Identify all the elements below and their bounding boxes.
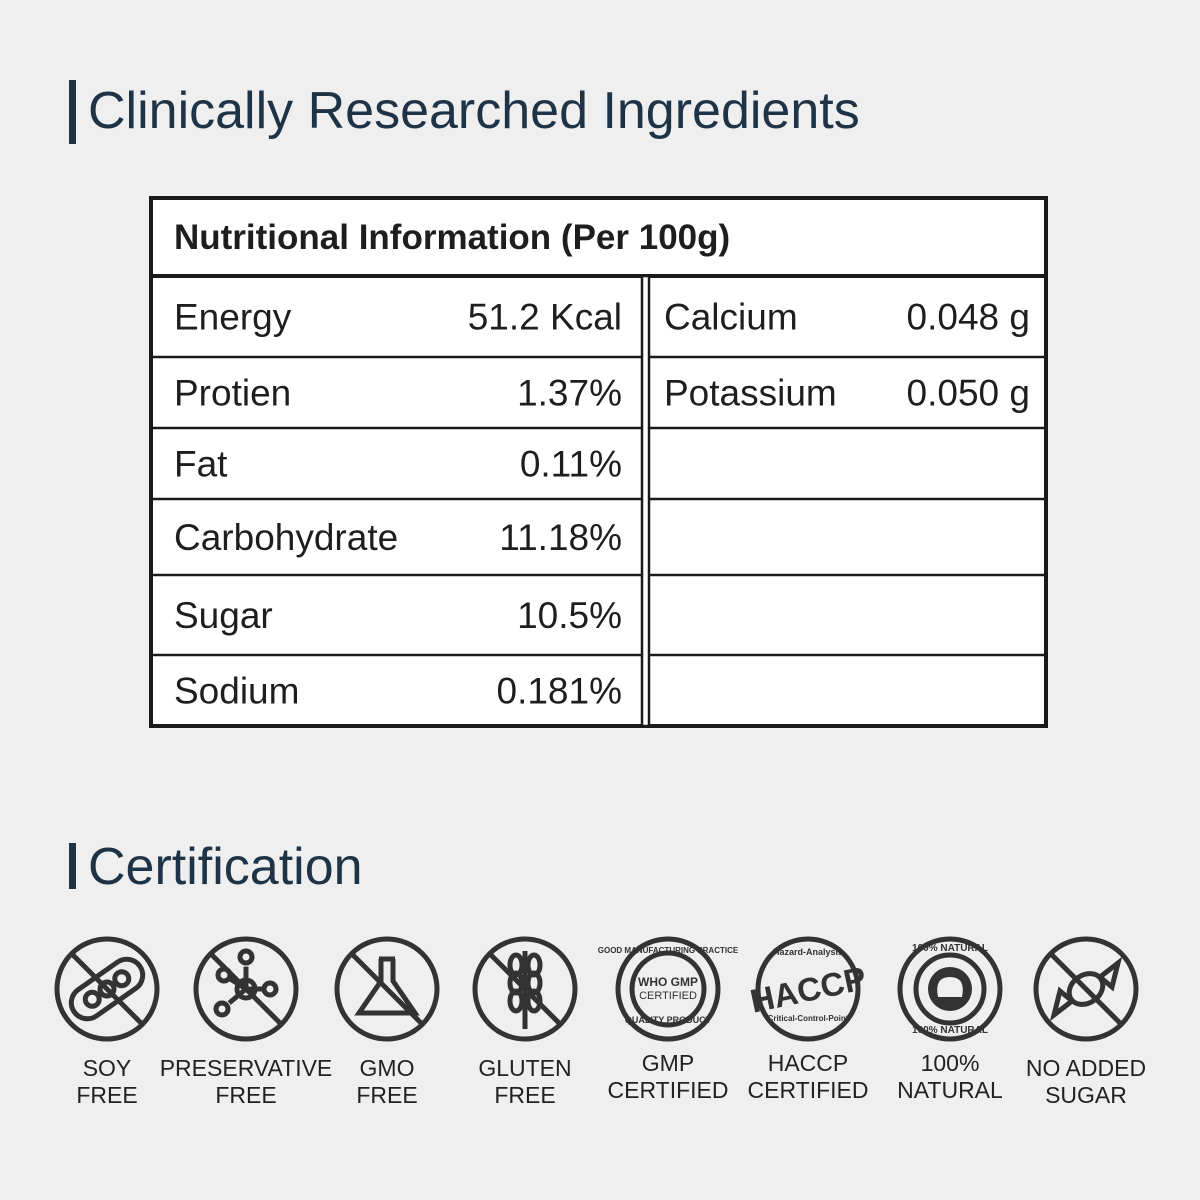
cell-value: 0.048 g <box>907 297 1030 338</box>
badge-text: Hazard-Analysis <box>773 947 843 957</box>
cert-item: 100% NATURAL 100% NATURAL 100%NATURAL <box>897 936 1003 1103</box>
icon <box>237 948 255 966</box>
cert-label: GMO <box>360 1055 415 1081</box>
cert-label: PRESERVATIVE <box>160 1055 333 1081</box>
heading: Certification <box>88 838 363 896</box>
icon-slash <box>487 951 563 1027</box>
cell-value: 1.37% <box>517 373 622 414</box>
icon-ring <box>897 936 1003 1042</box>
cell-name: Fat <box>174 444 228 485</box>
cell-name: Carbohydrate <box>174 517 398 558</box>
icon <box>354 956 420 1016</box>
icon-slash <box>1048 951 1124 1027</box>
badge-text: QUALITY PRODUCT <box>625 1015 712 1025</box>
icon <box>507 988 525 1014</box>
cell-name: Sugar <box>174 595 273 636</box>
cert-label: CERTIFIED <box>608 1077 729 1103</box>
cert-label: GLUTEN <box>478 1055 571 1081</box>
icon <box>227 987 248 1005</box>
icon-ring <box>472 936 578 1042</box>
badge-text: GOOD MANUFACTURING PRACTICE <box>598 946 739 955</box>
cert-label: HACCP <box>768 1050 849 1076</box>
table-border <box>149 196 1048 728</box>
icon <box>629 950 707 1028</box>
cert-label: SUGAR <box>1045 1082 1127 1108</box>
badge-text: WHO GMP <box>638 975 698 989</box>
icon-ring <box>1033 936 1139 1042</box>
cert-label: FREE <box>356 1082 417 1108</box>
cert-label: FREE <box>215 1082 276 1108</box>
icon <box>97 979 117 999</box>
cert-label: NATURAL <box>897 1077 1003 1103</box>
icon <box>112 969 132 989</box>
heading: Clinically Researched Ingredients <box>88 82 860 140</box>
cell-name: Potassium <box>664 373 837 414</box>
heading-bar <box>69 80 76 144</box>
cell-name: Energy <box>174 297 292 338</box>
cell-value: 0.181% <box>497 671 623 712</box>
icon <box>1049 956 1123 1022</box>
cert-label: FREE <box>494 1082 555 1108</box>
divider <box>640 274 651 728</box>
cell-value: 0.050 g <box>907 373 1030 414</box>
icon-slash <box>349 951 425 1027</box>
cert-label: 100% <box>921 1050 980 1076</box>
cert-label: SOY <box>83 1055 132 1081</box>
icon <box>68 956 146 1022</box>
cell-value: 10.5% <box>517 595 622 636</box>
icon-ring <box>334 936 440 1042</box>
nutrition-table: Nutritional Information (Per 100g) Energ… <box>149 196 1048 728</box>
table-title: Nutritional Information (Per 100g) <box>174 218 730 257</box>
cert-label: FREE <box>76 1082 137 1108</box>
cert-label: GMP <box>642 1050 694 1076</box>
icon-slash <box>208 951 284 1027</box>
icon-slash <box>69 951 145 1027</box>
heading-bar <box>69 843 76 889</box>
cell-value: 51.2 Kcal <box>468 297 622 338</box>
cert-label: CERTIFIED <box>748 1077 869 1103</box>
cert-label: NO ADDED <box>1026 1055 1146 1081</box>
cell-name: Sodium <box>174 671 299 712</box>
cell-name: Calcium <box>664 297 798 338</box>
icon-ring <box>54 936 160 1042</box>
icon-ring <box>193 936 299 1042</box>
badge-text: Critical-Control-Point <box>768 1014 849 1023</box>
icon <box>261 980 279 998</box>
cell-name: Protien <box>174 373 291 414</box>
cell-value: 11.18% <box>499 517 622 558</box>
badge-text: 100% NATURAL <box>912 1025 988 1036</box>
cell-value: 0.11% <box>520 444 622 485</box>
icon-ring <box>615 936 721 1042</box>
icon <box>82 989 102 1009</box>
certifications: SOYFREEPRESERVATIVEFREEGMOFREEGLUTENFREE… <box>54 936 1146 1108</box>
icon <box>913 952 987 1026</box>
icon-ring <box>755 936 861 1042</box>
icon <box>937 977 963 997</box>
badge-text: CERTIFIED <box>639 990 697 1002</box>
cert-item: Hazard-Analysis HACCP Critical-Control-Poi… <box>747 936 869 1103</box>
icon <box>213 1000 231 1018</box>
badge-text: 100% NATURAL <box>912 943 988 954</box>
